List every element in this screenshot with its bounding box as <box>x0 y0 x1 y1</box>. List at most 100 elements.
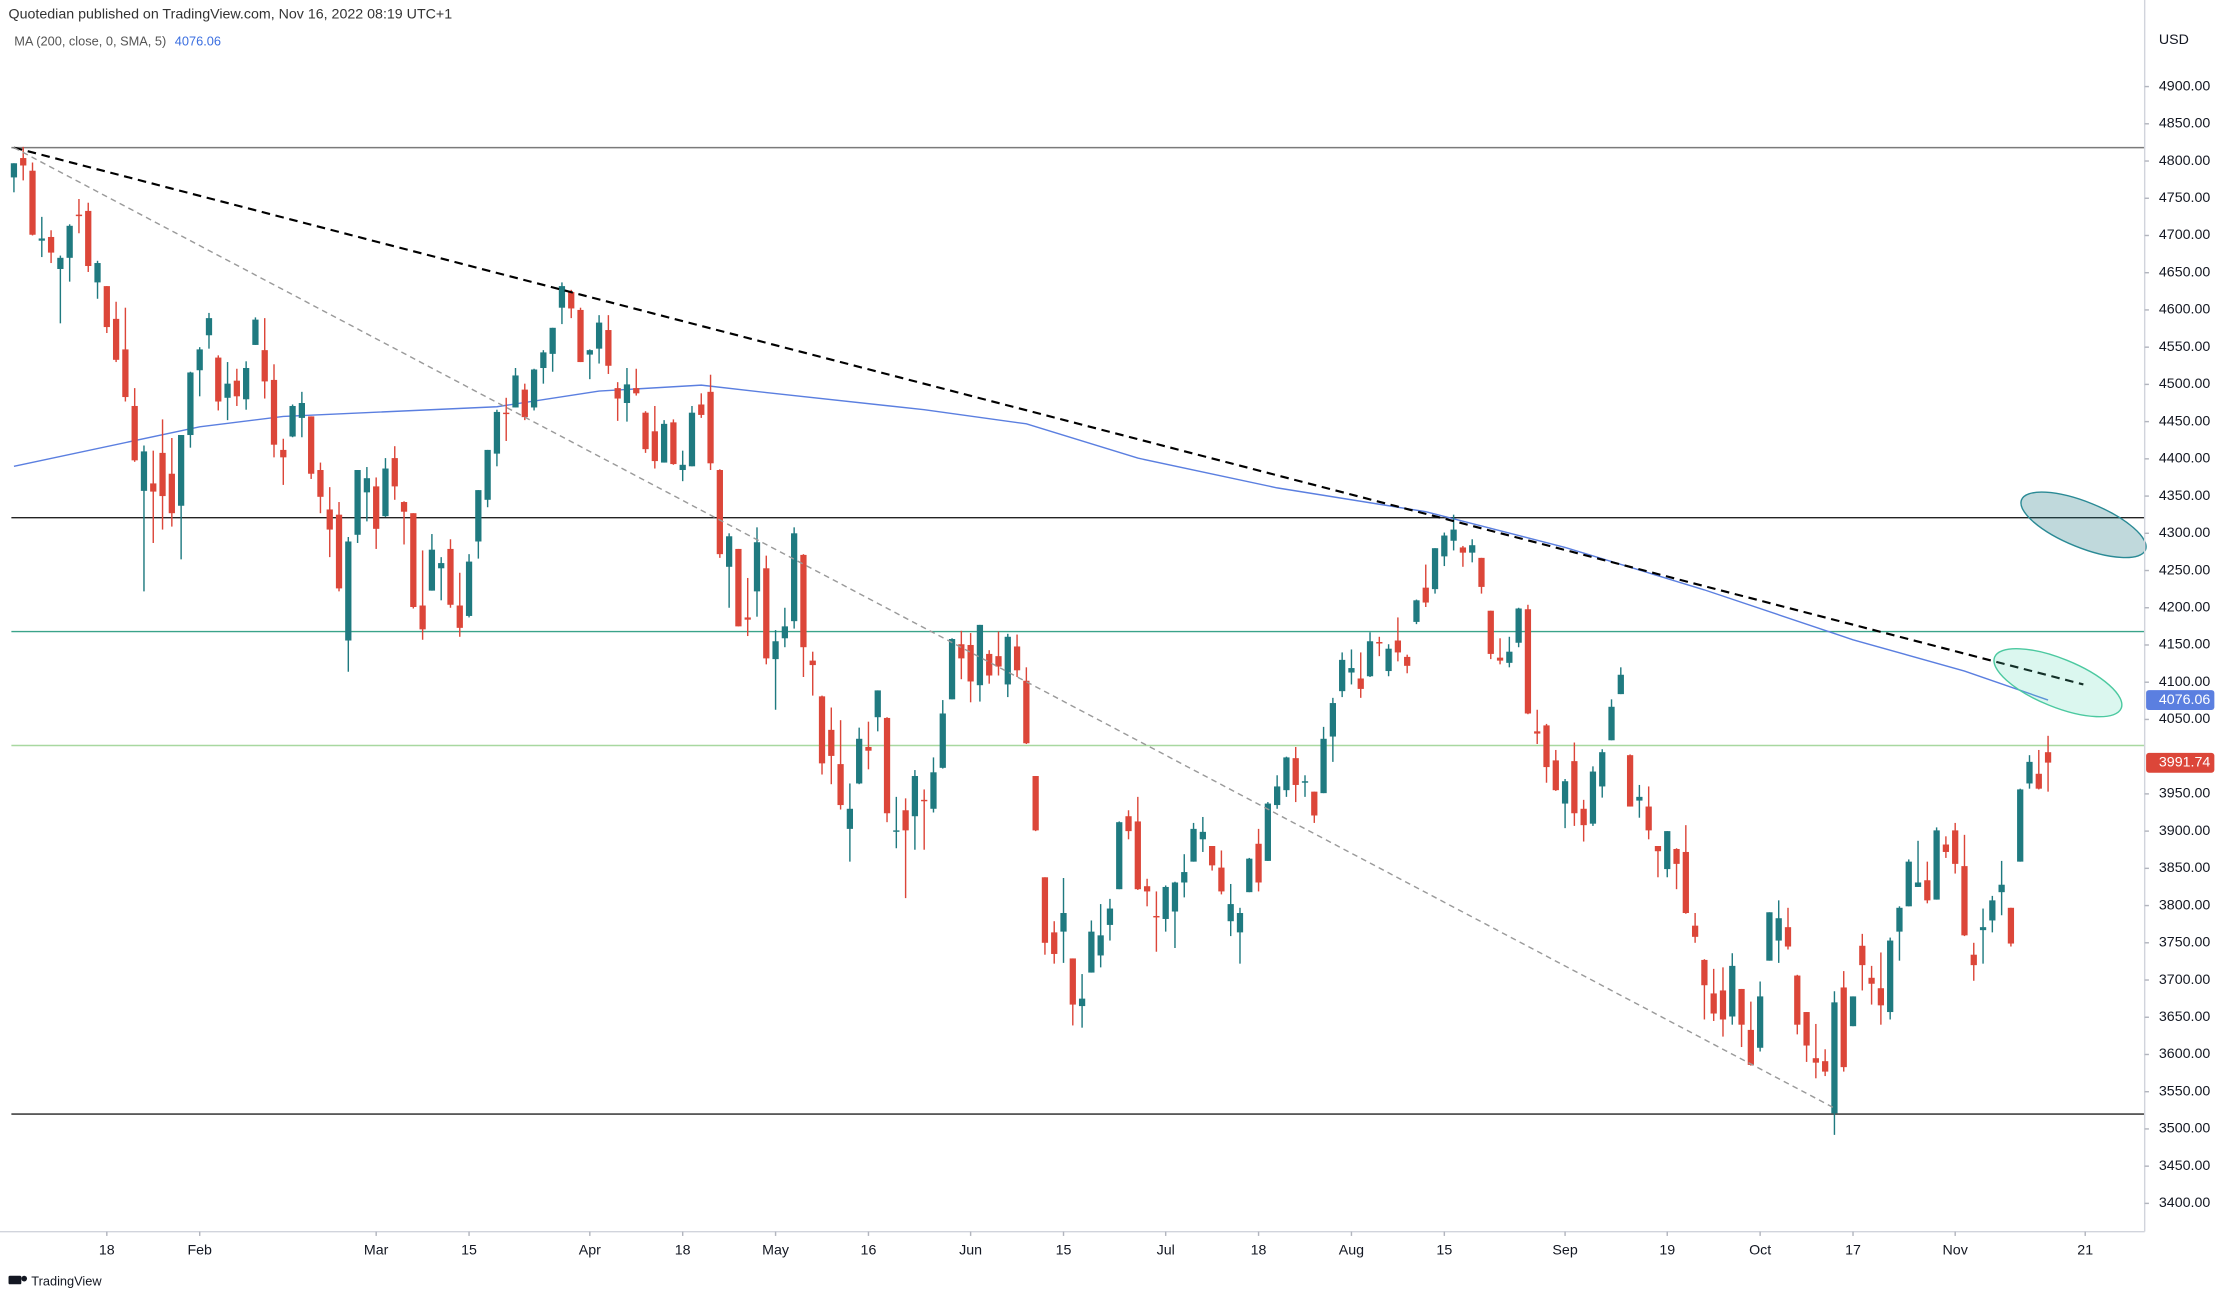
y-tick-label: 4800.00 <box>2159 153 2210 169</box>
candle-body <box>47 236 55 253</box>
candle-body <box>1952 830 1959 864</box>
candle-body <box>1636 796 1643 801</box>
candle-body <box>159 452 166 497</box>
candle-body <box>1227 904 1234 922</box>
candle-body <box>140 451 148 491</box>
candle-body <box>818 696 826 764</box>
candle-body <box>233 380 240 397</box>
candle-body <box>419 605 426 630</box>
candle-body <box>1608 706 1615 741</box>
x-tick-label: 18 <box>675 1242 691 1258</box>
candle-body <box>902 810 909 831</box>
y-tick-label: 3400.00 <box>2159 1195 2210 1211</box>
candle-body <box>1301 781 1309 783</box>
candle-body <box>382 468 389 517</box>
candle-body <box>1283 757 1290 791</box>
y-tick-label: 4600.00 <box>2159 302 2210 318</box>
candle-body <box>772 641 779 660</box>
indicator-legend: MA (200, close, 0, SMA, 5) 4076.06 <box>14 34 221 49</box>
candle-body <box>1366 641 1374 677</box>
candle-body <box>856 738 863 784</box>
candle-body <box>642 412 649 450</box>
candle-body <box>1357 678 1364 689</box>
y-tick-label: 3450.00 <box>2159 1158 2210 1174</box>
x-tick-label: 18 <box>99 1242 115 1258</box>
candle-body <box>846 808 854 829</box>
plot-area <box>10 146 2145 1135</box>
y-tick-label: 4350.00 <box>2159 488 2210 504</box>
price-tag-label: 3991.74 <box>2159 755 2210 771</box>
candle-body <box>298 403 305 418</box>
y-tick-label: 3950.00 <box>2159 786 2210 802</box>
candle-body <box>1208 846 1216 866</box>
y-tick-label: 4050.00 <box>2159 711 2210 727</box>
candle-body <box>1831 1002 1838 1114</box>
candle-body <box>484 449 491 500</box>
candle-body <box>735 548 742 627</box>
candle-body <box>150 483 157 492</box>
candle-body <box>1682 851 1689 914</box>
y-tick-label: 3900.00 <box>2159 823 2210 839</box>
candle-body <box>1617 674 1624 695</box>
candle-body <box>1431 548 1439 590</box>
candle-body <box>558 286 566 308</box>
y-tick-label: 3650.00 <box>2159 1009 2210 1025</box>
candle-body <box>791 533 798 622</box>
candle-body <box>586 350 593 355</box>
candle-body <box>1013 646 1021 671</box>
candle-body <box>1543 725 1550 768</box>
candle-body <box>196 349 203 371</box>
candle-body <box>1747 1029 1754 1065</box>
candle-body <box>317 470 324 497</box>
candle-body <box>549 327 556 354</box>
candle-body <box>1887 940 1894 1013</box>
candle-body <box>595 322 603 349</box>
publish-header: Quotedian published on TradingView.com, … <box>9 7 453 23</box>
candle-body <box>131 405 138 461</box>
candle-body <box>688 412 696 467</box>
candle-body <box>976 624 984 686</box>
brand-name: TradingView <box>31 1274 102 1289</box>
candle-body <box>335 514 343 589</box>
candle-body <box>1914 882 1922 887</box>
annotation-ellipse <box>2020 491 2147 559</box>
candle-body <box>1534 731 1541 734</box>
candle-body <box>1664 831 1671 870</box>
candle-body <box>1404 656 1411 666</box>
candle-body <box>1738 988 1745 1025</box>
candle-body <box>215 357 222 402</box>
candle-body <box>1097 935 1104 956</box>
y-tick-label: 4900.00 <box>2159 78 2210 94</box>
candle-body <box>1134 821 1141 890</box>
candle-body <box>1051 932 1058 954</box>
y-tick-label: 4300.00 <box>2159 525 2210 541</box>
trend-line <box>13 146 1835 1109</box>
candle-body <box>103 286 110 328</box>
candle-body <box>967 644 974 682</box>
x-tick-label: 15 <box>1056 1242 1072 1258</box>
candle-body <box>1924 880 1931 901</box>
axes: 3400.00 3450.00 3500.00 3550.00 3600.00 3650.… <box>99 78 2215 1258</box>
x-tick-label: Oct <box>1749 1242 1771 1258</box>
candle-body <box>1329 703 1336 737</box>
logo-mark <box>21 1275 28 1282</box>
candle-body <box>809 660 816 666</box>
candle-body <box>1580 808 1587 826</box>
candle-body <box>1311 791 1318 816</box>
x-tick-label: May <box>762 1242 790 1258</box>
candle-body <box>568 292 575 309</box>
x-tick-label: Aug <box>1339 1242 1364 1258</box>
candle-body <box>633 388 640 394</box>
candle-body <box>930 772 937 809</box>
candle-body <box>122 349 129 398</box>
candle-body <box>438 563 445 569</box>
candle-body <box>1153 915 1160 918</box>
indicator-value: 4076.06 <box>175 34 221 49</box>
candle-body <box>939 713 946 768</box>
trend-line <box>13 146 2084 686</box>
candle-body <box>1654 846 1662 852</box>
y-tick-label: 3600.00 <box>2159 1046 2210 1062</box>
candle-body <box>1729 965 1736 1017</box>
candle-body <box>354 470 361 535</box>
